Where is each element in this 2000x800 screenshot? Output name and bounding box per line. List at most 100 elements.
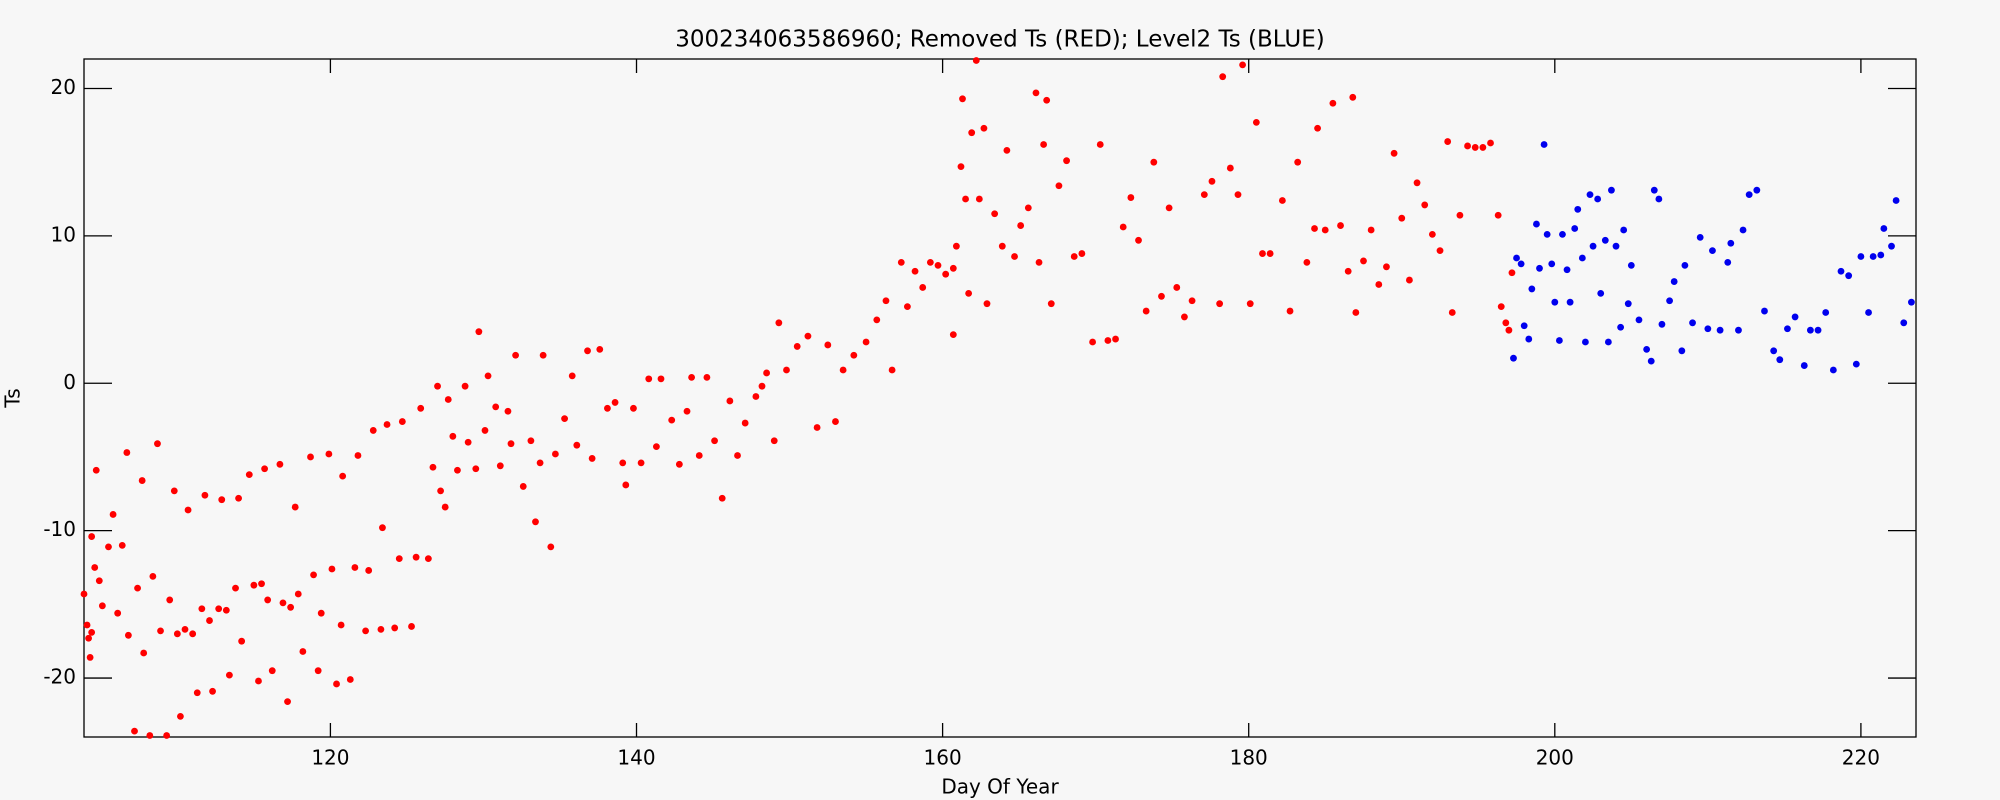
- data-point: [92, 466, 100, 474]
- data-point: [1011, 253, 1018, 260]
- data-point: [346, 676, 354, 683]
- data-point: [88, 533, 96, 540]
- data-point: [276, 460, 284, 468]
- data-point: [1857, 253, 1865, 260]
- data-point: [1436, 247, 1444, 255]
- data-point: [362, 627, 370, 635]
- data-point: [258, 580, 265, 588]
- data-point: [1413, 179, 1421, 187]
- data-point: [1578, 254, 1586, 262]
- data-point: [95, 577, 103, 585]
- data-point: [1658, 320, 1666, 328]
- data-point: [1551, 298, 1559, 306]
- data-point: [333, 680, 340, 688]
- data-point: [1852, 360, 1860, 368]
- data-point: [123, 449, 131, 456]
- data-point: [317, 609, 325, 617]
- data-point: [839, 366, 847, 374]
- data-point: [177, 712, 184, 720]
- data-point: [1784, 325, 1791, 333]
- data-point: [975, 195, 983, 203]
- y-tick-label: -10: [43, 517, 76, 541]
- data-point: [86, 654, 94, 661]
- data-point: [264, 596, 272, 604]
- data-point: [1158, 292, 1165, 300]
- data-point: [454, 466, 461, 474]
- data-point: [1753, 186, 1761, 194]
- data-point: [1390, 149, 1398, 157]
- data-point: [238, 637, 246, 645]
- data-point: [314, 667, 322, 675]
- data-point: [1908, 298, 1915, 306]
- x-tick-label: 220: [1842, 746, 1880, 770]
- data-point: [88, 628, 96, 636]
- data-point: [942, 270, 950, 278]
- data-point: [1513, 254, 1520, 262]
- data-point: [998, 242, 1006, 250]
- data-point: [1349, 93, 1357, 101]
- data-point: [437, 487, 445, 495]
- data-point: [225, 671, 233, 679]
- data-point: [991, 210, 999, 218]
- data-point: [888, 366, 896, 374]
- data-point: [1367, 226, 1375, 234]
- data-point: [1406, 276, 1413, 284]
- data-point: [464, 438, 472, 446]
- data-point: [547, 543, 555, 551]
- data-point: [611, 399, 619, 406]
- data-point: [1352, 309, 1360, 316]
- data-point: [1670, 278, 1678, 285]
- data-point: [1666, 297, 1673, 305]
- data-point: [1597, 289, 1605, 297]
- data-point: [770, 437, 778, 445]
- data-point: [949, 331, 957, 339]
- data-point: [1321, 226, 1329, 234]
- data-point: [408, 623, 415, 630]
- data-point: [752, 393, 760, 400]
- data-point: [250, 581, 258, 589]
- data-point: [588, 455, 596, 462]
- data-point: [1043, 96, 1051, 104]
- data-point: [1814, 326, 1822, 334]
- data-point: [726, 397, 734, 405]
- y-tick-label: 0: [63, 370, 76, 394]
- data-point: [83, 621, 91, 629]
- data-point: [1624, 300, 1632, 308]
- data-point: [1494, 211, 1502, 219]
- data-point: [1444, 138, 1452, 145]
- data-point: [383, 421, 391, 428]
- data-point: [1421, 201, 1429, 209]
- data-point: [1548, 260, 1556, 268]
- data-point: [1055, 182, 1063, 190]
- data-point: [763, 369, 770, 377]
- data-point: [718, 494, 726, 502]
- data-point: [365, 567, 373, 574]
- data-point: [1173, 284, 1181, 291]
- data-point: [1035, 259, 1043, 266]
- data-point: [484, 372, 492, 380]
- data-point: [1865, 309, 1872, 316]
- data-point: [1239, 61, 1246, 69]
- data-point: [1337, 222, 1344, 229]
- data-point: [813, 424, 821, 431]
- data-point: [1479, 144, 1487, 151]
- data-point: [1540, 141, 1548, 148]
- data-point: [429, 463, 437, 471]
- data-point: [1294, 158, 1302, 166]
- data-point: [832, 418, 839, 425]
- data-point: [653, 443, 660, 451]
- data-point: [1533, 220, 1540, 228]
- y-tick-label: -20: [43, 665, 76, 689]
- data-point: [1127, 194, 1135, 201]
- data-point: [109, 511, 117, 518]
- data-point: [181, 626, 189, 633]
- data-point: [1604, 338, 1612, 346]
- data-point: [268, 667, 276, 675]
- data-point: [1344, 267, 1352, 275]
- data-point: [492, 403, 500, 411]
- data-point: [934, 261, 942, 269]
- data-point: [1070, 253, 1078, 260]
- data-point: [568, 372, 576, 380]
- data-point: [1165, 204, 1173, 212]
